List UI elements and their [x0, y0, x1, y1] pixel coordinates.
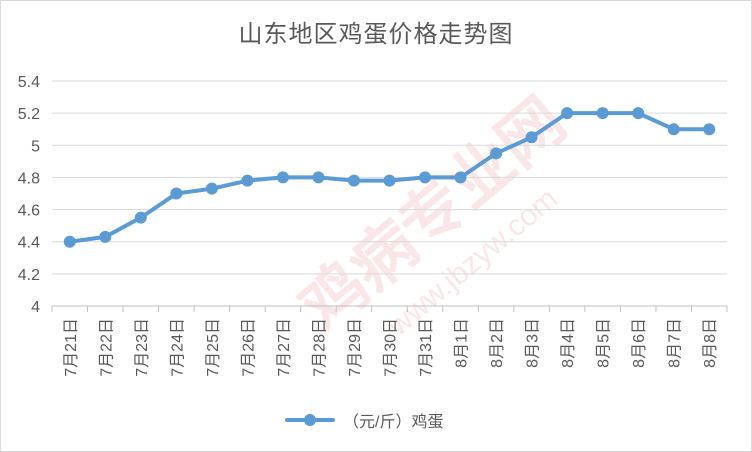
data-point [63, 235, 76, 248]
data-point [99, 230, 112, 243]
legend: （元/斤）鸡蛋 [285, 413, 443, 431]
data-point [419, 171, 432, 184]
y-tick-label: 4.4 [18, 235, 40, 252]
x-tick-label: 7月26日 [240, 318, 257, 377]
data-point [454, 171, 467, 184]
legend-label: （元/斤）鸡蛋 [343, 413, 443, 431]
data-point [205, 182, 218, 195]
series-egg-price [63, 107, 716, 248]
data-point [525, 131, 538, 144]
x-axis: 7月21日 7月22日 7月23日 7月24日 7月25日 7月26日 7月27日 7月28日… [51, 305, 728, 377]
x-tick-label: 8月1日 [454, 318, 471, 368]
y-tick-label: 5 [31, 138, 40, 155]
data-point [134, 211, 147, 224]
legend-marker-swatch [304, 414, 316, 426]
data-point [490, 147, 503, 160]
data-point [241, 174, 254, 187]
x-tick-label: 7月24日 [169, 318, 186, 377]
x-tick-label: 7月22日 [98, 318, 115, 377]
data-point [312, 171, 325, 184]
data-point [703, 123, 716, 136]
y-tick-label: 4.8 [18, 170, 40, 187]
chart-title: 山东地区鸡蛋价格走势图 [238, 20, 514, 48]
data-point [347, 174, 360, 187]
data-point [276, 171, 289, 184]
x-tick-label: 7月30日 [383, 318, 400, 377]
y-tick-label: 5.4 [18, 74, 40, 91]
x-tick-label: 8月5日 [596, 318, 613, 368]
x-tick-label: 7月29日 [347, 318, 364, 377]
data-point [596, 107, 609, 120]
x-tick-label: 8月4日 [560, 318, 577, 368]
x-tick-label: 7月27日 [276, 318, 293, 377]
x-tick-label: 8月3日 [525, 318, 542, 368]
x-tick-label: 8月6日 [631, 318, 648, 368]
x-tick-label: 7月25日 [205, 318, 222, 377]
data-point [383, 174, 396, 187]
y-tick-label: 5.2 [18, 106, 40, 123]
data-point [667, 123, 680, 136]
x-tick-label: 7月28日 [311, 318, 328, 377]
y-axis-ticks: 4 4.2 4.4 4.6 4.8 5 5.2 5.4 [18, 74, 40, 316]
x-tick-label: 8月2日 [489, 318, 506, 368]
x-tick-label: 8月8日 [702, 318, 719, 368]
data-point [170, 187, 183, 200]
x-tick-label: 7月23日 [134, 318, 151, 377]
x-tick-label: 8月7日 [667, 318, 684, 368]
y-tick-label: 4 [31, 299, 40, 316]
y-tick-label: 4.6 [18, 203, 40, 220]
data-point [632, 107, 645, 120]
x-tick-label: 7月21日 [63, 318, 80, 377]
y-tick-label: 4.2 [18, 267, 40, 284]
x-tick-label: 7月31日 [418, 318, 435, 377]
data-point [561, 107, 574, 120]
